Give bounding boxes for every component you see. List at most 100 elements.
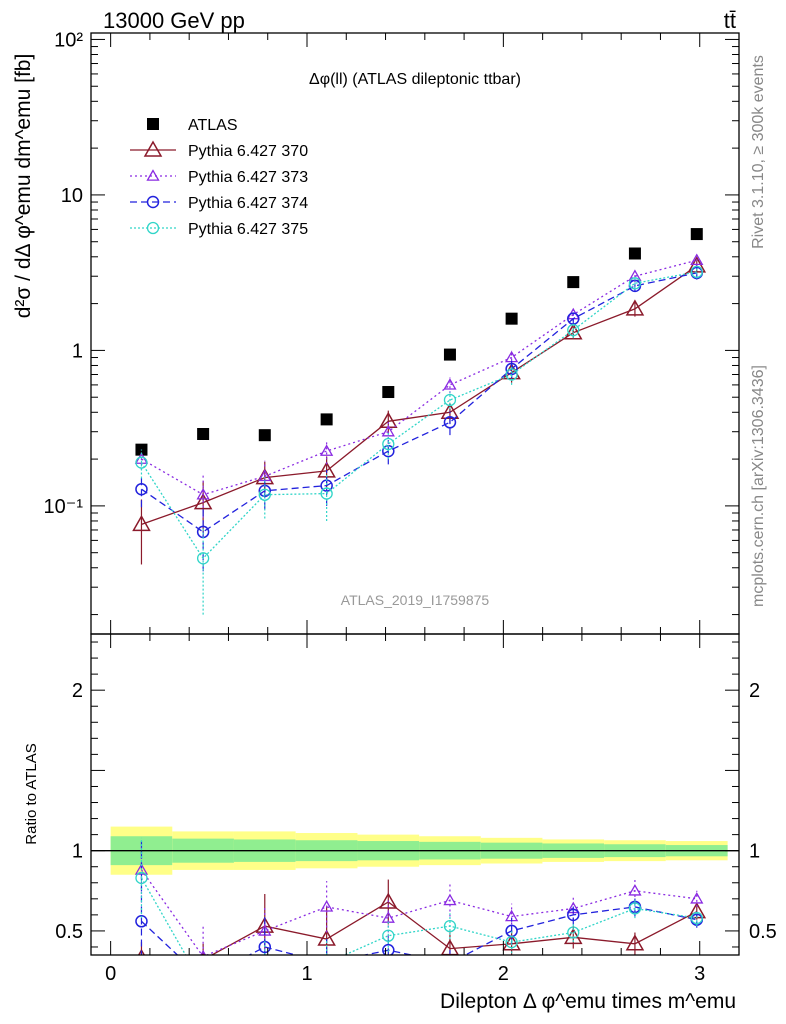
mcplots-label: mcplots.cern.ch [arXiv:1306.3436] — [750, 365, 767, 607]
ratio-point-p370 — [502, 934, 521, 951]
ratio-series-p370 — [137, 879, 707, 955]
ratio-point-p374 — [321, 958, 332, 969]
ratio-point-p373 — [443, 893, 457, 906]
ratio-ytick-label: 0.5 — [55, 921, 83, 943]
main-point-atlas — [443, 348, 456, 361]
header-left: 13000 GeV pp — [103, 8, 245, 33]
main-line-p375 — [140, 271, 697, 560]
legend-label-atlas: ATLAS — [188, 117, 238, 134]
main-line-p373 — [141, 259, 697, 496]
xtick-label: 3 — [694, 963, 705, 985]
main-point-atlas — [320, 413, 333, 426]
main-point-p375 — [628, 277, 642, 290]
ratio-panel: 0.5 0.5 1 1 2 2 0 1 2 3 Ratio to ATLAS Dilepton Δ… — [23, 633, 777, 1013]
analysis-id: ATLAS_2019_I1759875 — [341, 592, 490, 608]
main-series-p370 — [132, 256, 707, 565]
main-point-p373 — [443, 378, 457, 390]
main-ylabel: d²σ / dΔ φ^emu dm^emu [fb] — [12, 54, 35, 319]
main-point-atlas — [197, 427, 210, 440]
main-ytick-label: 1 — [72, 340, 83, 362]
main-panel: 10⁻¹ 1 10 10² Δφ(ll) (ATLAS dileptonic ttba… — [12, 29, 740, 635]
ratio-point-p375 — [567, 926, 580, 939]
ratio-ytick-label-right: 1 — [749, 841, 760, 863]
ratio-ytick-label: 2 — [72, 680, 83, 702]
legend-marker-p373 — [146, 169, 160, 181]
ratio-frame — [90, 633, 740, 956]
main-point-p375 — [320, 487, 333, 500]
ratio-point-p375 — [443, 919, 457, 933]
main-point-atlas — [505, 312, 518, 325]
main-series-p374 — [135, 266, 704, 572]
ratio-ylabel: Ratio to ATLAS — [23, 743, 40, 844]
main-point-atlas — [567, 276, 580, 289]
main-point-p375 — [196, 552, 210, 565]
main-point-p370 — [193, 493, 213, 510]
main-point-p370 — [132, 514, 151, 532]
main-point-p373 — [196, 487, 210, 500]
main-point-p375 — [567, 323, 580, 337]
main-point-p370 — [625, 299, 645, 316]
ratio-point-p373 — [690, 892, 704, 904]
xtick-label: 2 — [498, 963, 509, 985]
legend-label-p375: Pythia 6.427 375 — [188, 221, 308, 238]
main-point-p373 — [381, 424, 395, 437]
main-ytick-label: 10 — [61, 185, 83, 207]
main-point-p370 — [563, 323, 583, 340]
ratio-point-p370 — [317, 929, 336, 946]
main-point-atlas — [690, 228, 703, 241]
xtick-label: 0 — [105, 963, 116, 985]
ratio-point-p374 — [198, 974, 209, 985]
ratio-point-p375 — [628, 902, 642, 915]
main-point-p375 — [690, 265, 703, 279]
ratio-point-p375 — [135, 871, 148, 885]
ratio-point-p375 — [382, 929, 395, 942]
ratio-line-p375 — [140, 877, 697, 955]
xlabel: Dilepton Δ φ^emu times m^emu — [440, 990, 736, 1013]
main-point-p375 — [382, 437, 395, 451]
ratio-point-p374 — [567, 908, 580, 922]
legend-label-p374: Pythia 6.427 374 — [188, 195, 308, 212]
main-point-atlas — [382, 386, 395, 399]
legend-marker-p374 — [146, 195, 160, 209]
legend-marker-p375 — [146, 221, 160, 235]
main-series-p375 — [135, 265, 703, 615]
xtick-label: 1 — [301, 963, 312, 985]
ratio-ytick-label: 1 — [72, 841, 83, 863]
ratio-point-p375 — [198, 980, 209, 991]
ratio-line-p373 — [140, 869, 697, 955]
main-point-p375 — [135, 456, 148, 469]
main-point-p375 — [443, 393, 457, 407]
main-point-p373 — [320, 444, 334, 456]
ratio-point-p373 — [320, 900, 334, 912]
main-point-p374 — [443, 416, 457, 429]
rivet-label: Rivet 3.1.10, ≥ 300k events — [750, 55, 767, 249]
ratio-point-p374 — [135, 915, 148, 928]
main-series-atlas — [135, 228, 703, 456]
legend-label-p370: Pythia 6.427 370 — [188, 143, 308, 160]
ratio-point-p370 — [379, 892, 398, 909]
ratio-point-p375 — [321, 958, 332, 969]
main-point-p374 — [135, 482, 148, 496]
ratio-line-p370 — [210, 901, 698, 955]
main-point-atlas — [258, 429, 271, 442]
header-right: tt̄ — [724, 8, 736, 33]
ratio-ytick-label-right: 0.5 — [749, 921, 777, 943]
ratio-line-p374 — [141, 906, 697, 955]
ratio-point-p370 — [625, 934, 645, 951]
ratio-point-p373 — [628, 883, 642, 896]
main-ytick-label: 10² — [54, 29, 83, 51]
main-point-p375 — [258, 488, 271, 501]
ratio-point-p375 — [690, 911, 703, 925]
legend-label-p373: Pythia 6.427 373 — [188, 169, 308, 186]
main-point-p373 — [690, 253, 704, 266]
main-ytick-label: 10⁻¹ — [44, 496, 84, 518]
ratio-point-p375 — [505, 936, 518, 949]
main-series-p373 — [134, 253, 704, 523]
legend-marker-atlas — [147, 118, 159, 130]
main-point-p375 — [505, 368, 518, 381]
main-line-p370 — [141, 265, 698, 526]
main-point-atlas — [628, 247, 641, 260]
ratio-ytick-label-right: 2 — [749, 680, 760, 702]
main-title: Δφ(ll) (ATLAS dileptonic ttbar) — [309, 71, 521, 88]
